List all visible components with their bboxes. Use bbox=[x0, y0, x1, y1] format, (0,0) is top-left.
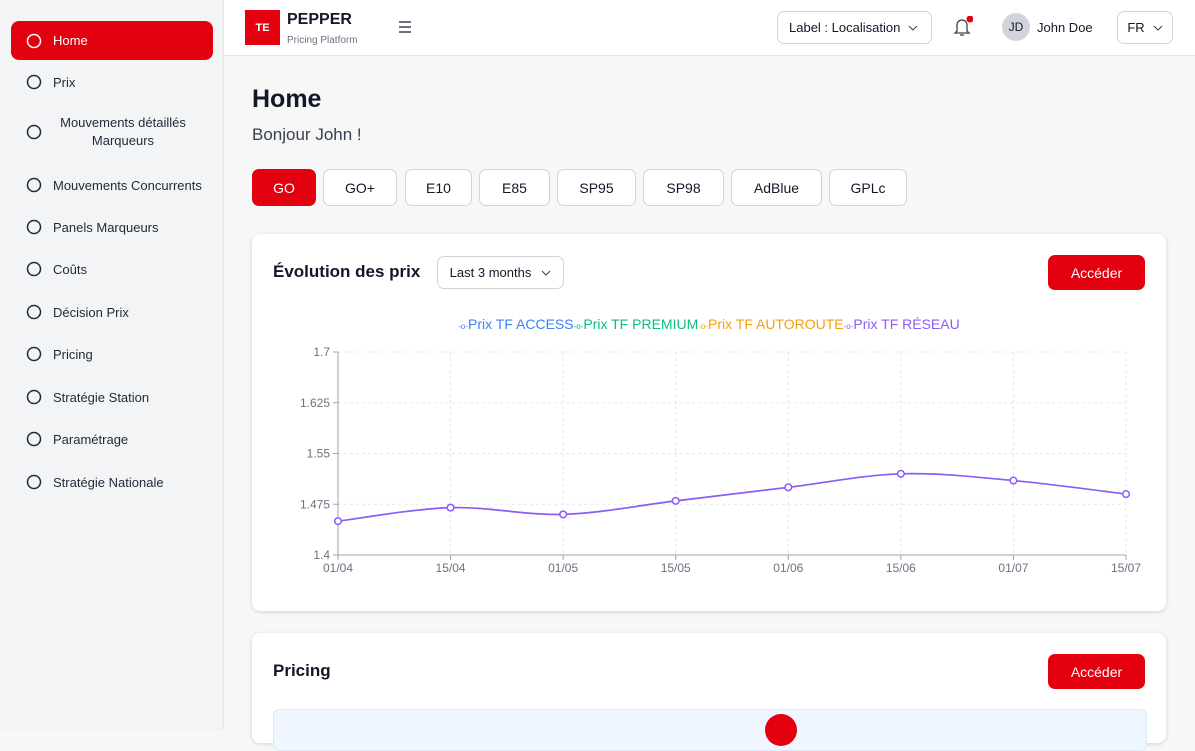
brand: PEPPER bbox=[287, 11, 352, 28]
price-card: Évolution des prix Last 3 months Accéder… bbox=[252, 234, 1166, 611]
icon bbox=[26, 177, 42, 193]
nav-label: Décision Prix bbox=[53, 304, 129, 320]
pricing-card: Pricing Accéder bbox=[252, 633, 1166, 751]
x-tick-label: 01/06 bbox=[773, 561, 803, 575]
label-select[interactable]: Label : Localisation bbox=[777, 11, 932, 44]
page-title: Home bbox=[252, 85, 322, 113]
data-point bbox=[896, 469, 905, 478]
nav-item[interactable]: Pricing bbox=[11, 335, 213, 373]
fuel-tab[interactable]: SP98 bbox=[643, 169, 724, 206]
data-point bbox=[671, 496, 680, 505]
fuel-tab[interactable]: GO+ bbox=[323, 169, 397, 206]
series-line bbox=[337, 472, 1127, 523]
x-tick-label: 01/04 bbox=[323, 561, 353, 575]
menu-icon[interactable] bbox=[398, 20, 412, 34]
data-point bbox=[333, 517, 343, 526]
nav-label: Home bbox=[53, 33, 88, 48]
sidebar: Home Prix Mouvements détaillés Marqueurs Mo… bbox=[0, 0, 224, 730]
nav-label: Coûts bbox=[53, 261, 87, 277]
access-button[interactable]: Accéder bbox=[1048, 654, 1145, 689]
icon bbox=[26, 124, 42, 140]
user-name[interactable]: John Doe bbox=[1037, 20, 1093, 35]
legend-entry[interactable]: -o- bbox=[574, 322, 584, 331]
nav-item[interactable]: Décision Prix bbox=[11, 293, 213, 331]
y-tick-label: 1.55 bbox=[307, 447, 331, 461]
legend-entry[interactable]: -o- bbox=[844, 322, 854, 331]
nav-item[interactable]: Stratégie Station bbox=[11, 378, 213, 416]
fuel-tab[interactable]: SP95 bbox=[557, 169, 636, 206]
nav-item[interactable]: Mouvements Concurrents bbox=[11, 166, 213, 204]
icon bbox=[26, 261, 42, 277]
label-select-text: Label : Localisation bbox=[789, 20, 901, 35]
data-point bbox=[446, 503, 455, 512]
nav-label: Panels Marqueurs bbox=[53, 219, 159, 235]
nav-label: Stratégie Nationale bbox=[53, 474, 164, 490]
nav-item[interactable]: Stratégie Nationale bbox=[11, 463, 213, 501]
y-tick-label: 1.7 bbox=[313, 345, 330, 359]
icon bbox=[26, 346, 42, 362]
data-point bbox=[1009, 476, 1018, 485]
nav-item[interactable]: Mouvements détaillés Marqueurs bbox=[11, 112, 213, 152]
greeting: Bonjour John ! bbox=[252, 125, 362, 144]
pricing-panel bbox=[273, 709, 1147, 751]
icon bbox=[26, 431, 42, 447]
notification-icon[interactable] bbox=[953, 16, 973, 38]
fuel-tab[interactable]: GO bbox=[252, 169, 316, 206]
legend-label: Prix TF AUTOROUTE bbox=[708, 316, 844, 332]
data-point bbox=[1121, 490, 1131, 499]
nav-item[interactable]: Home bbox=[11, 21, 213, 60]
icon bbox=[26, 219, 42, 235]
chart: 1.4 1.475 1.55 1.625 1.7 01/04 15/04 01/05 15/05… bbox=[300, 316, 1141, 575]
nav-item[interactable]: Coûts bbox=[11, 250, 213, 288]
nav-label: Stratégie Station bbox=[53, 389, 150, 405]
brand-subtitle: Pricing Platform bbox=[287, 35, 358, 46]
nav-item[interactable]: Prix bbox=[11, 63, 213, 101]
icon bbox=[26, 389, 42, 405]
period-select[interactable]: Last 3 months bbox=[437, 256, 564, 289]
avatar[interactable]: JD bbox=[1002, 13, 1030, 41]
nav-item[interactable]: Paramétrage bbox=[11, 420, 213, 458]
fuel-tab[interactable]: E10 bbox=[405, 169, 472, 206]
x-tick-label: 15/07 bbox=[1111, 561, 1141, 575]
legend: -o-Prix TF ACCESS-o-Prix TF PREMIUM-o-Pr… bbox=[458, 316, 959, 332]
card-title: Évolution des prix bbox=[273, 262, 421, 281]
nav-label: Paramétrage bbox=[53, 431, 129, 447]
fuel-tab[interactable]: AdBlue bbox=[731, 169, 822, 206]
language-text: FR bbox=[1127, 20, 1145, 35]
icon bbox=[26, 74, 42, 90]
legend-label: Prix TF PREMIUM bbox=[583, 316, 698, 332]
legend-label: Prix TF ACCESS bbox=[468, 316, 574, 332]
icon bbox=[26, 474, 42, 490]
x-tick-label: 01/05 bbox=[548, 561, 578, 575]
y-tick-label: 1.475 bbox=[300, 497, 330, 511]
fuel-tab[interactable]: E85 bbox=[479, 169, 550, 206]
legend-entry[interactable]: -o- bbox=[458, 322, 468, 331]
data-point bbox=[784, 483, 793, 492]
pricing-icon bbox=[765, 714, 797, 746]
period-text: Last 3 months bbox=[449, 265, 532, 280]
x-tick-label: 15/05 bbox=[661, 561, 691, 575]
x-tick-label: 01/07 bbox=[998, 561, 1028, 575]
icon bbox=[26, 33, 42, 48]
nav-item[interactable]: Panels Marqueurs bbox=[11, 208, 213, 246]
x-tick-label: 15/04 bbox=[436, 561, 466, 575]
data-point bbox=[559, 510, 568, 519]
legend-label: Prix TF RÉSEAU bbox=[853, 316, 959, 332]
access-button[interactable]: Accéder bbox=[1048, 255, 1145, 290]
language-select[interactable]: FR bbox=[1117, 11, 1173, 44]
y-tick-label: 1.625 bbox=[300, 396, 330, 410]
header: TE PEPPER Pricing Platform Label : Local… bbox=[224, 0, 1195, 56]
nav-label: Mouvements détaillés Marqueurs bbox=[60, 115, 186, 148]
nav-label: Prix bbox=[53, 74, 76, 90]
nav-label: Pricing bbox=[53, 346, 93, 362]
icon bbox=[26, 304, 42, 320]
logo: TE bbox=[245, 10, 280, 45]
x-tick-label: 15/06 bbox=[886, 561, 916, 575]
legend-entry[interactable]: -o- bbox=[698, 322, 708, 331]
card-title: Pricing bbox=[273, 661, 331, 680]
nav-label: Mouvements Concurrents bbox=[53, 177, 202, 193]
y-tick-label: 1.4 bbox=[313, 548, 330, 562]
fuel-tab[interactable]: GPLc bbox=[829, 169, 907, 206]
